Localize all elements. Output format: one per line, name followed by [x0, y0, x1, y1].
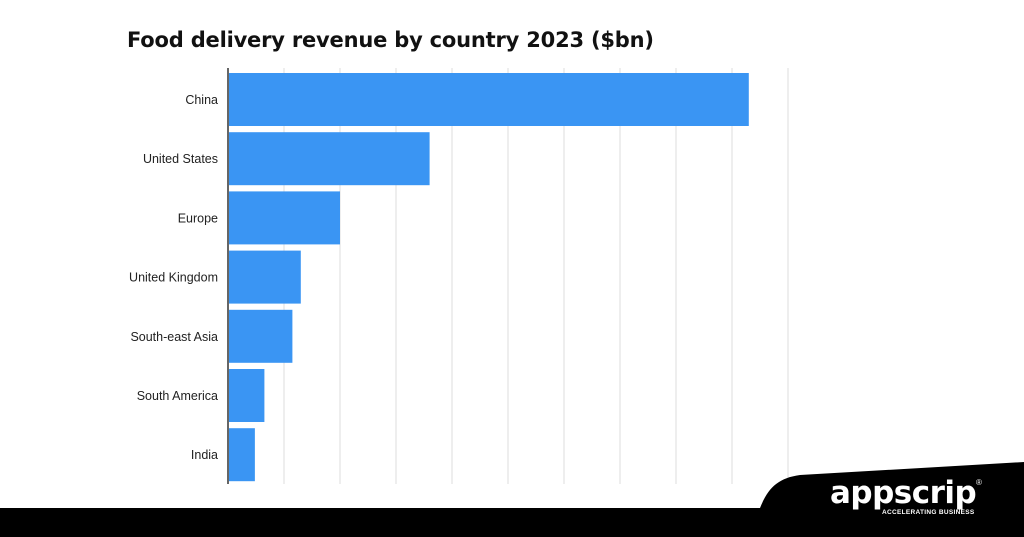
bar-china [229, 73, 749, 126]
registered-mark: ® [976, 478, 982, 487]
bar-south-america [229, 369, 265, 422]
brand-logo: appscrip ACCELERATING BUSINESS ® [830, 475, 982, 517]
category-labels: China United States Europe United Kingdom So… [129, 93, 218, 462]
category-label: China [185, 93, 218, 107]
brand-tagline: ACCELERATING BUSINESS [882, 509, 975, 516]
brand-name: appscrip [830, 475, 977, 511]
category-label: United States [143, 152, 218, 166]
bar-united-states [229, 132, 430, 186]
bars [229, 73, 749, 482]
chart-title: Food delivery revenue by country 2023 ($… [127, 28, 654, 52]
category-label: Europe [178, 211, 218, 225]
bar-europe [229, 191, 340, 245]
category-label: India [191, 448, 218, 462]
bar-united-kingdom [229, 250, 301, 304]
category-label: United Kingdom [129, 271, 218, 285]
bar-india [229, 428, 255, 482]
category-label: South America [137, 389, 218, 403]
category-label: South-east Asia [130, 330, 218, 344]
bar-south-east-asia [229, 309, 293, 363]
